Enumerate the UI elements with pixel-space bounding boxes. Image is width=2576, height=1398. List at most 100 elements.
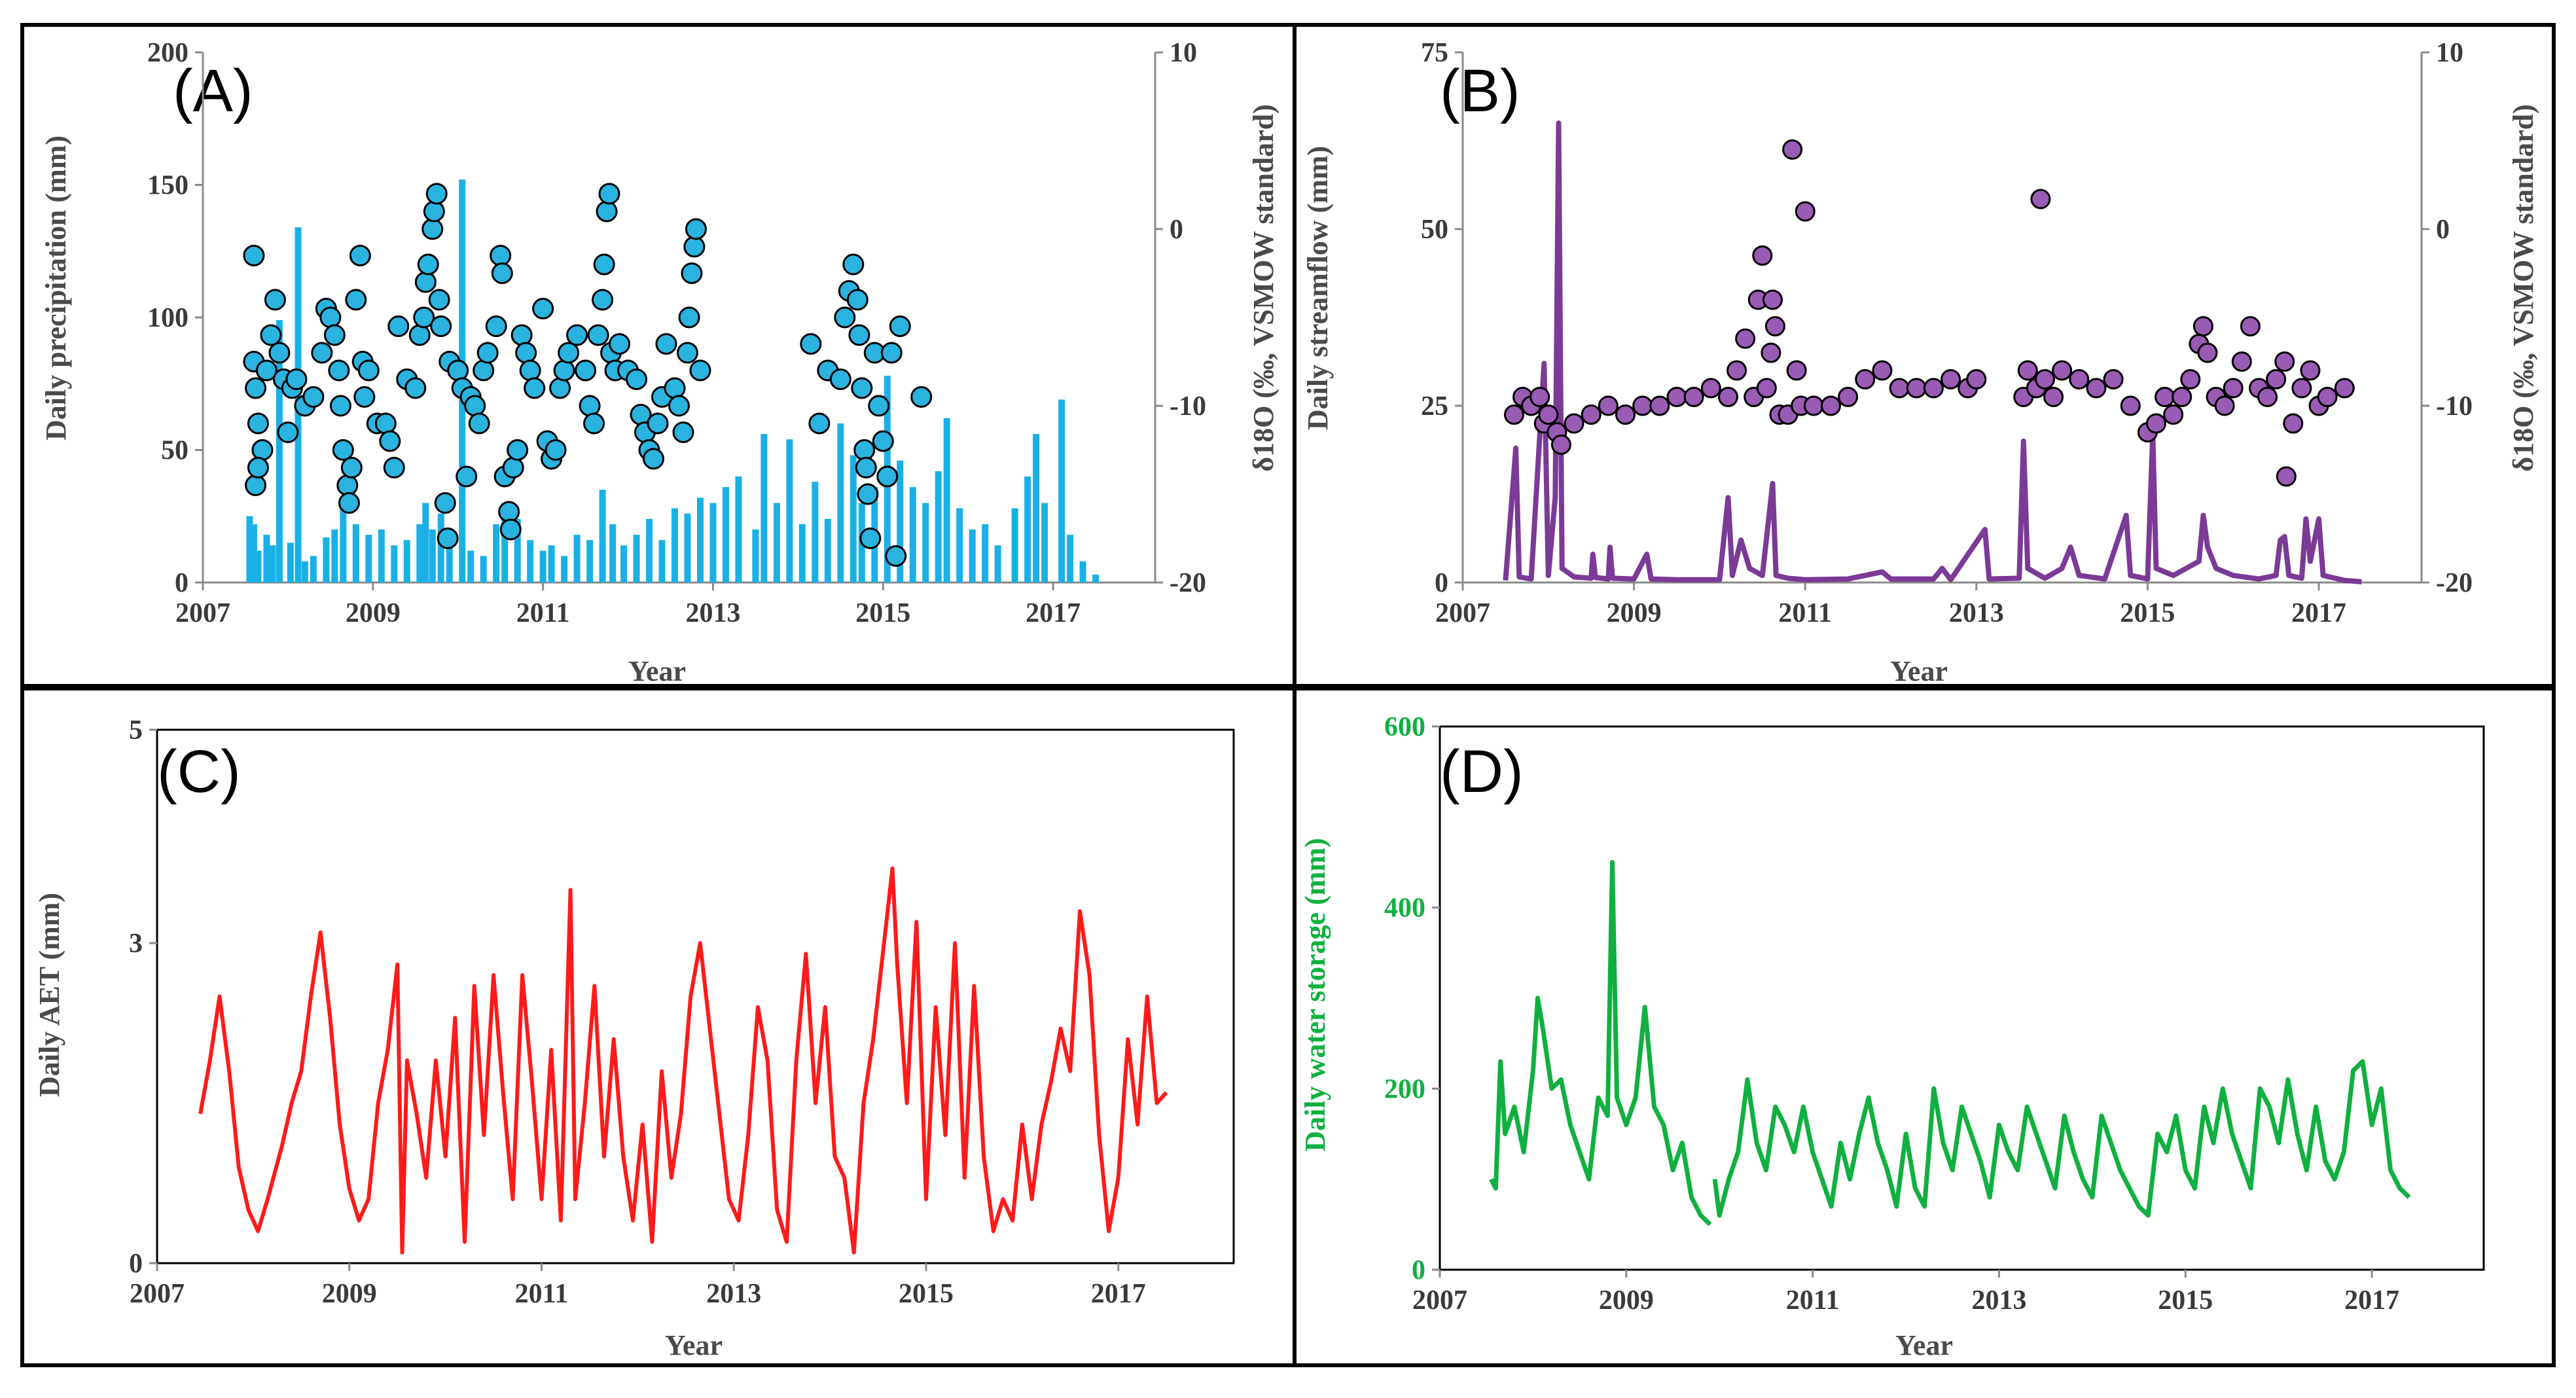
d18o-point xyxy=(510,324,533,346)
precipitation-bar xyxy=(391,545,398,582)
d18o-point xyxy=(2266,369,2287,389)
d18o-point xyxy=(447,359,469,382)
precipitation-bar xyxy=(527,540,534,582)
d18o-point xyxy=(2274,351,2295,372)
panel-d-plot-border xyxy=(1439,725,2485,1271)
d18o-point xyxy=(1530,387,1550,407)
d18o-point xyxy=(829,368,851,390)
x-tick-label: 2015 xyxy=(2120,598,2175,628)
d18o-point xyxy=(345,289,367,311)
d18o-point xyxy=(876,465,899,488)
d18o-point xyxy=(379,430,401,452)
d18o-point xyxy=(268,342,291,364)
x-tick-label: 2011 xyxy=(1786,1285,1840,1316)
y-tick-label: 50 xyxy=(161,436,188,466)
y-tick-label: 50 xyxy=(1421,215,1448,245)
x-tick-label: 2009 xyxy=(1599,1285,1654,1316)
d18o-point xyxy=(1838,387,1859,407)
d18o-point xyxy=(598,183,620,205)
d18o-point xyxy=(1649,395,1670,416)
x-tick-label: 2015 xyxy=(899,1279,954,1309)
d18o-point xyxy=(2069,369,2090,389)
panel-b-y2label: δ18O (‰, VSMOW standard) xyxy=(2507,104,2539,472)
y-tick-label: 100 xyxy=(147,303,188,333)
d18o-point xyxy=(374,412,397,435)
precipitation-bar xyxy=(696,497,704,582)
d18o-point xyxy=(1803,395,1824,416)
precipitation-bar xyxy=(1033,434,1040,582)
d18o-point xyxy=(247,412,269,435)
d18o-point xyxy=(243,245,265,266)
d18o-point xyxy=(2180,369,2201,389)
d18o-point xyxy=(311,342,333,364)
d18o-point xyxy=(338,492,360,514)
streamflow-line xyxy=(1503,120,2362,584)
precipitation-bar xyxy=(416,524,423,582)
precipitation-bar xyxy=(609,524,617,582)
d18o-point xyxy=(853,439,876,461)
y2-tick-label: -20 xyxy=(1170,568,1206,598)
precipitation-bar xyxy=(1041,503,1048,582)
panel-a-y2label: δ18O (‰, VSMOW standard) xyxy=(1247,104,1279,472)
d18o-point xyxy=(596,200,618,223)
d18o-point xyxy=(545,439,567,461)
d18o-point xyxy=(842,253,865,276)
precipitation-bar xyxy=(1092,574,1100,582)
d18o-point xyxy=(245,475,267,496)
d18o-point xyxy=(1761,342,1781,363)
d18o-point xyxy=(468,412,490,435)
precipitation-bar xyxy=(646,518,653,582)
d18o-point xyxy=(434,492,456,514)
d18o-point xyxy=(428,289,450,311)
d18o-point xyxy=(302,386,325,408)
x-tick-label: 2007 xyxy=(1412,1285,1467,1316)
d18o-point xyxy=(2146,413,2167,434)
d18o-point xyxy=(532,298,554,319)
d18o-point xyxy=(626,368,648,390)
d18o-point xyxy=(2163,404,2184,425)
d18o-point xyxy=(425,183,448,205)
d18o-point xyxy=(1820,395,1841,416)
d18o-point xyxy=(1923,378,1944,399)
d18o-point xyxy=(485,315,507,337)
d18o-point xyxy=(1941,369,1961,389)
panel-b-xlabel: Year xyxy=(1890,655,1948,687)
d18o-point xyxy=(1889,378,1910,399)
x-tick-label: 2013 xyxy=(685,598,740,628)
x-tick-label: 2007 xyxy=(175,598,230,628)
y2-tick-label: -10 xyxy=(1170,391,1206,421)
d18o-points xyxy=(243,183,933,567)
x-tick-label: 2015 xyxy=(2158,1285,2213,1316)
precipitation-bar xyxy=(735,476,742,582)
precipitation-bar xyxy=(365,535,372,582)
precipitation-bar xyxy=(301,561,308,582)
panel-c-ylabel: Daily AET (mm) xyxy=(33,893,65,1097)
precipitation-bar xyxy=(786,439,793,582)
precipitation-bar xyxy=(1079,561,1086,582)
y-tick-label: 200 xyxy=(147,38,188,68)
precipitation-bar xyxy=(850,455,857,582)
precipitation-bar xyxy=(1067,535,1074,582)
d18o-point xyxy=(383,457,405,478)
d18o-point xyxy=(1782,139,1803,160)
d18o-point xyxy=(1717,387,1738,407)
water-storage-line xyxy=(1489,860,1712,1227)
x-tick-label: 2009 xyxy=(346,598,401,628)
y-tick-label: 75 xyxy=(1421,38,1448,68)
d18o-point xyxy=(647,412,669,435)
panel-frame-b xyxy=(1293,23,2556,688)
panel-frame-d xyxy=(1293,687,2556,1367)
panel-a-ylabel: Daily precipitation (mm) xyxy=(40,135,72,440)
d18o-point xyxy=(502,457,524,478)
d18o-point xyxy=(889,315,911,337)
d18o-point xyxy=(2086,378,2107,399)
d18o-point xyxy=(2192,316,2213,336)
d18o-point xyxy=(430,315,452,337)
panel-d-xlabel: Year xyxy=(1895,1329,1953,1361)
precipitation-bar xyxy=(982,524,989,582)
precipitation-bar xyxy=(323,537,330,582)
d18o-point xyxy=(855,457,877,478)
precipitation-bar xyxy=(837,423,844,582)
precipitation-bar xyxy=(599,490,606,582)
panel-b-ylabel: Daily streamflow (mm) xyxy=(1302,146,1334,430)
